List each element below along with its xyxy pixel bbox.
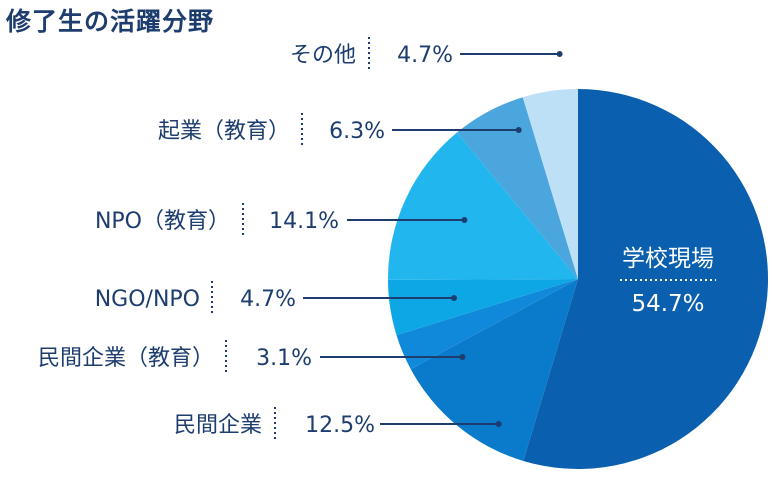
slice-label-5: 起業（教育） — [158, 119, 290, 144]
slice-label-1: 民間企業 — [174, 413, 262, 438]
slice-value-4: 14.1% — [269, 209, 339, 234]
slice-value-6: 4.7% — [397, 43, 453, 68]
slice-label-2: 民間企業（教育） — [38, 346, 214, 371]
slice-label-3: NGO/NPO — [95, 287, 200, 312]
pie-slice-2 — [396, 279, 578, 370]
leader-dot-1 — [495, 421, 502, 427]
leader-dot-2 — [459, 354, 466, 360]
slice-value-2: 3.1% — [256, 346, 312, 371]
slice-value-1: 12.5% — [305, 413, 375, 438]
leader-dot-4 — [461, 217, 468, 223]
slice-value-5: 6.3% — [329, 119, 385, 144]
slice-label-6: その他 — [290, 43, 356, 68]
pie-slice-0 — [523, 88, 769, 469]
pie-slice-1 — [410, 279, 578, 461]
slice-value-0: 54.7% — [631, 291, 704, 317]
leader-dot-3 — [451, 295, 457, 301]
slice-label-4: NPO（教育） — [95, 209, 230, 234]
pie-slice-6 — [522, 89, 578, 279]
pie-slice-3 — [388, 279, 578, 336]
pie-slice-4 — [387, 132, 578, 280]
slice-value-3: 4.7% — [240, 287, 296, 312]
leader-dot-6 — [556, 51, 563, 57]
slice-label-0: 学校現場 — [622, 246, 714, 272]
leader-dot-5 — [515, 127, 522, 133]
chart-title: 修了生の活躍分野 — [6, 7, 215, 36]
pie-slice-5 — [456, 97, 578, 280]
